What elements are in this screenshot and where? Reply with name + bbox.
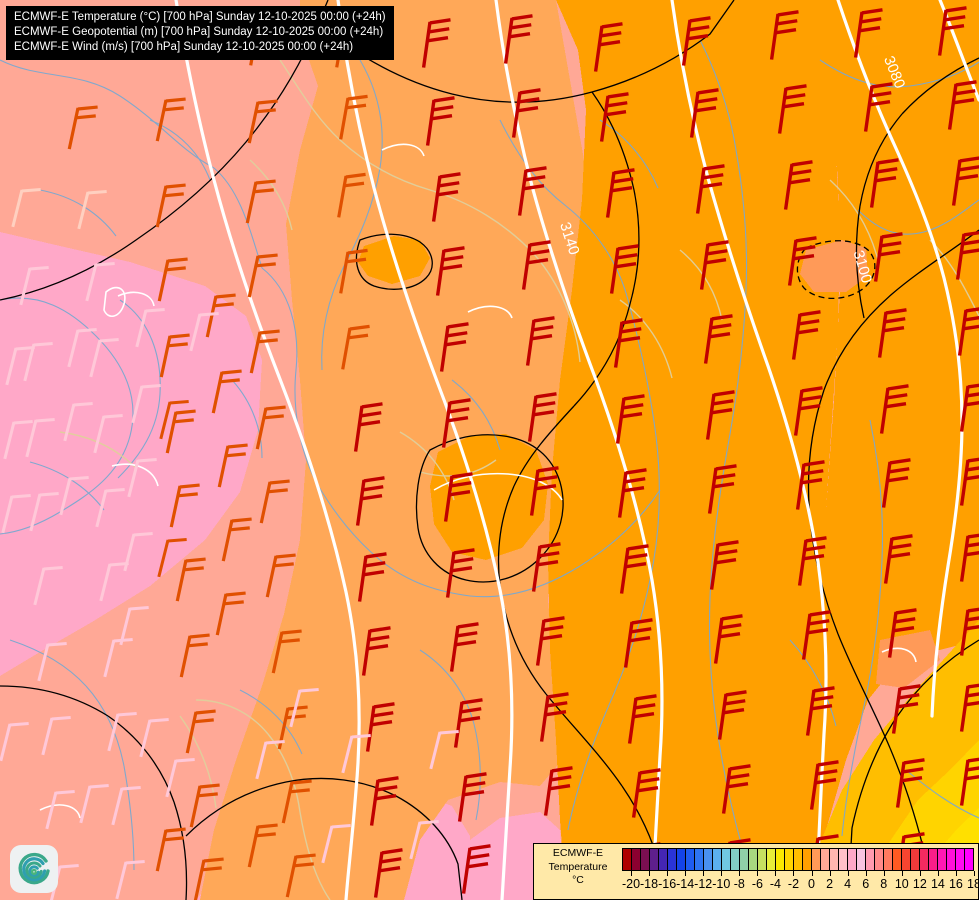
legend-label: ECMWF-E Temperature °C [536,847,620,888]
colorbar-swatch [866,849,875,870]
colorbar-tick-label: -6 [751,877,763,891]
spiral-icon [18,852,50,885]
colorbar-swatch [668,849,677,870]
colorbar-tick-label: 6 [862,877,870,891]
colorbar-swatch [704,849,713,870]
colorbar-wrapper: -20 -18 -16 -14 -12 -10 -8 -6 -4 -2 0 2 4 6 8 10 12 14 16 1… [621,848,979,896]
colorbar-swatch [722,849,731,870]
colorbar-swatch [884,849,893,870]
colorbar-tick [667,871,669,876]
rivers [0,39,979,881]
colorbar-tick [793,871,795,876]
colorbar-swatch [821,849,830,870]
colorbar-tick-label: -16 [658,877,677,891]
colorbar-swatch [893,849,902,870]
colorbar-tick [721,871,723,876]
colorbar-tick-label: 14 [930,877,945,891]
colorbar-tick-label: -12 [694,877,713,891]
title-line-wind: ECMWF-E Wind (m/s) [700 hPa] Sunday 12-1… [14,41,354,53]
colorbar-tick-label: -2 [787,877,800,891]
colorbar-tick-label: 8 [880,877,888,891]
colorbar-tick [955,871,957,876]
colorbar-swatch [695,849,704,870]
colorbar-tick-label: 4 [844,877,852,891]
colorbar-swatch [758,849,767,870]
colorbar-tick-labels: -20 -18 -16 -14 -12 -10 -8 -6 -4 -2 0 2 4 6 8 10 12 14 16 1… [621,877,979,893]
colorbar-tick [974,871,975,876]
colorbar-swatch [857,849,866,870]
colorbar-tick [811,871,813,876]
colorbar-tick [847,871,849,876]
colorbar-swatch [839,849,848,870]
colorbar-swatch [812,849,821,870]
colorbar-tick-label: -10 [712,877,731,891]
temperature-legend[interactable]: ECMWF-E Temperature °C -20 -18 -16 -14 -12 -1… [533,843,979,900]
colorbar-tick [739,871,741,876]
title-block: ECMWF-E Temperature (°C) [700 hPa] Sunda… [6,6,394,60]
colorbar-tick-label: -4 [769,877,781,891]
colorbar-swatch [641,849,650,870]
legend-label-line-1: ECMWF-E [552,847,604,859]
colorbar-ticks [622,871,975,877]
legend-label-line-2: Temperature [548,860,608,873]
colorbar-tick-label: -8 [733,877,745,891]
colorbar-tick [901,871,903,876]
colorbar-swatch [632,849,641,870]
colorbar-tick-label: -14 [676,877,695,891]
colorbar-swatch [848,849,857,870]
colorbar-swatch [659,849,668,870]
colorbar-swatch [686,849,695,870]
colorbar-swatch [677,849,686,870]
colorbar-tick [703,871,705,876]
colorbar-tick [883,871,885,876]
colorbar-swatch [767,849,776,870]
colorbar-swatch [911,849,920,870]
colorbar-swatch [749,849,758,870]
colorbar-tick [775,871,777,876]
colorbar-swatch [947,849,956,870]
colorbar-tick-label: -20 [621,877,641,891]
colorbar-swatch [623,849,632,870]
colorbar-swatch [803,849,812,870]
colorbar-swatch [713,849,722,870]
colorbar-tick-label: 12 [912,877,927,891]
colorbar-swatch [794,849,803,870]
colorbar-swatch [785,849,794,870]
colorbar-tick [829,871,831,876]
colorbar-swatch [731,849,740,870]
colorbar-tick [919,871,921,876]
legend-label-line-3: °C [572,874,584,886]
colorbar-swatch [776,849,785,870]
colorbar-swatch [938,849,947,870]
colorbar-tick-label: 10 [894,877,909,891]
colorbar[interactable] [622,848,974,871]
colorbar-tick [865,871,867,876]
colorbar-swatch [740,849,749,870]
app-logo[interactable] [10,845,58,893]
colorbar-swatch [875,849,884,870]
colorbar-tick-label: 0 [808,877,816,891]
colorbar-swatch [929,849,938,870]
colorbar-tick-label: 2 [826,877,834,891]
colorbar-tick [757,871,759,876]
colorbar-tick-label: 16 [948,877,963,891]
title-line-temperature: ECMWF-E Temperature (°C) [700 hPa] Sunda… [14,11,386,23]
title-line-geopotential: ECMWF-E Geopotential (m) [700 hPa] Sunda… [14,26,384,38]
colorbar-tick [685,871,687,876]
colorbar-swatch [920,849,929,870]
colorbar-swatch [965,849,973,870]
colorbar-tick [937,871,939,876]
colorbar-swatch [902,849,911,870]
colorbar-swatch [830,849,839,870]
colorbar-tick [631,871,633,876]
colorbar-swatch [650,849,659,870]
colorbar-tick-label: -18 [640,877,659,891]
colorbar-tick-label: 18 [967,877,979,891]
colorbar-swatch [956,849,965,870]
colorbar-tick [649,871,651,876]
